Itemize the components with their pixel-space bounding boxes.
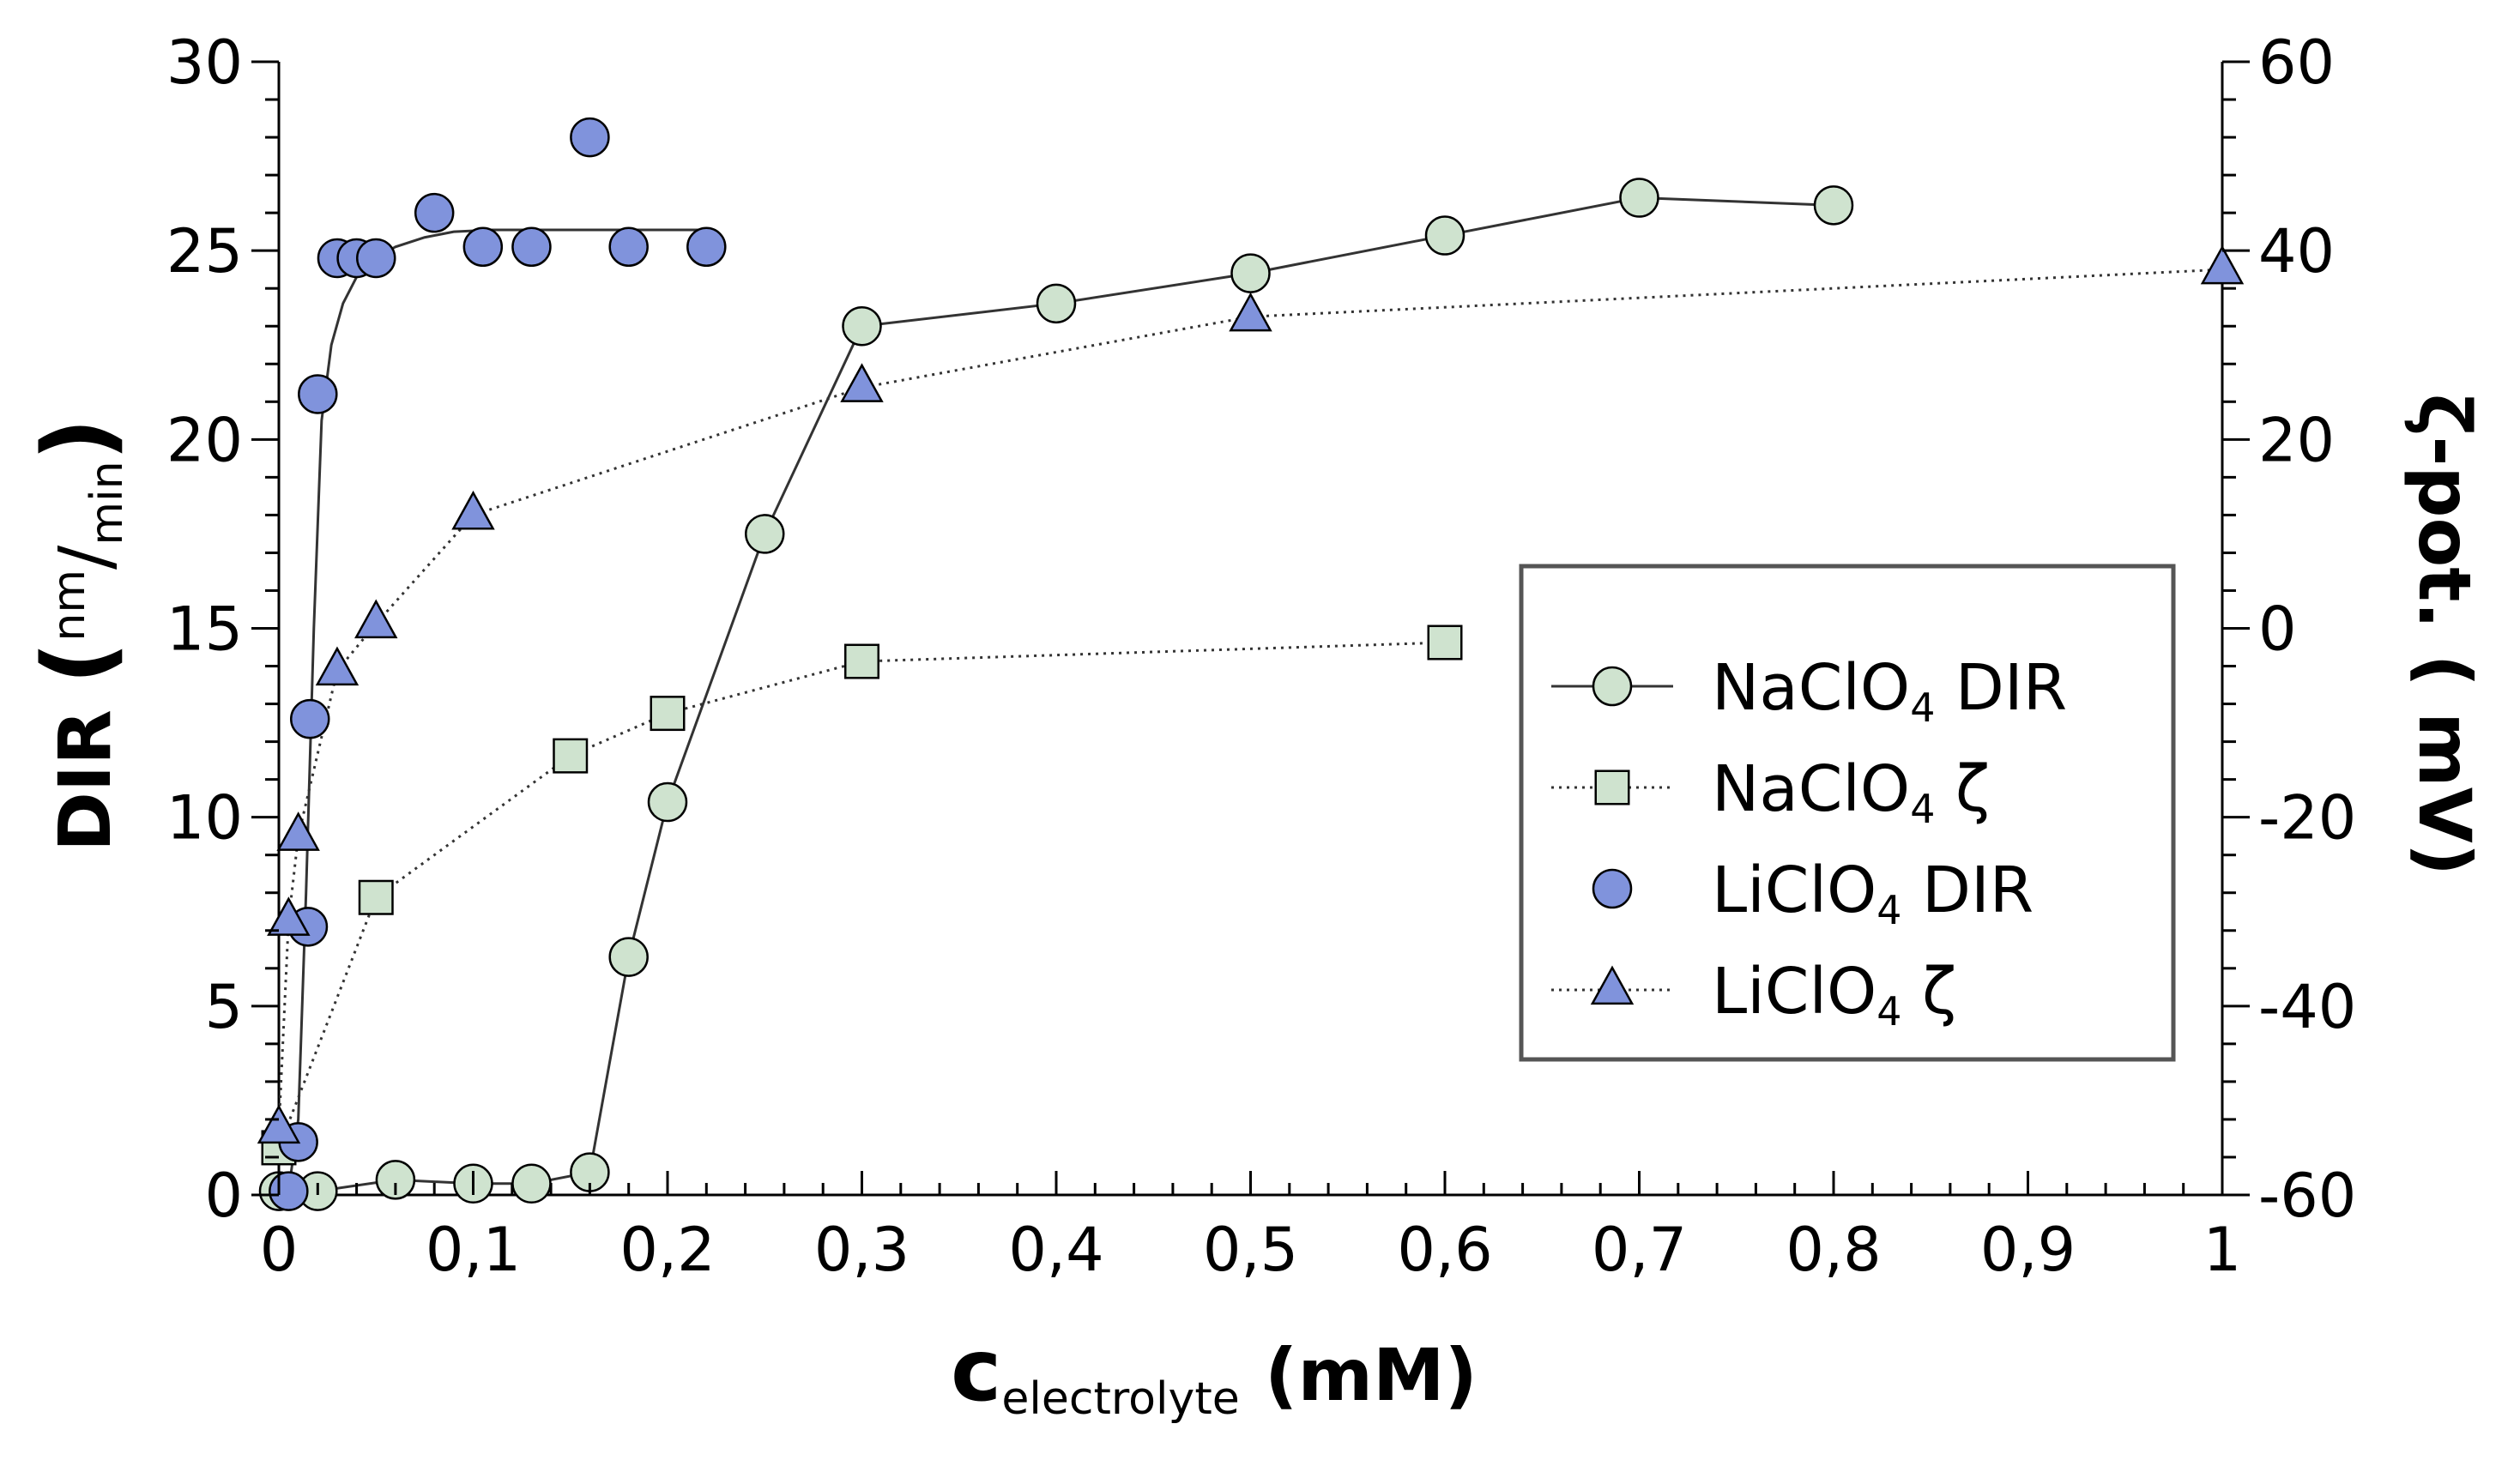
naclo4-dir-point [1230, 253, 1271, 293]
naclo4-dir-point [647, 781, 688, 823]
liclo4-dir-legend-label: LiClO4 DIR [1712, 854, 2034, 933]
naclo4-dir-point [1036, 283, 1077, 324]
liclo4-zeta-point [276, 811, 320, 851]
naclo4-dir-point [1619, 178, 1659, 218]
x-tick-label: 1 [2203, 1215, 2242, 1285]
naclo4-zeta-point [358, 879, 394, 915]
x-tick-label: 0,4 [1008, 1215, 1103, 1285]
liclo4-zeta-legend-marker [1590, 965, 1635, 1005]
liclo4-zeta-point [451, 490, 495, 530]
naclo4-dir-legend-label: NaClO4 DIR [1712, 651, 2067, 731]
liclo4-dir-point [289, 698, 330, 739]
axis-ticks: 0 0,1 0,2 0,3 0,4 0,5 0,6 0,7 0,8 0,9 105101520253… [166, 27, 2356, 1285]
liclo4-zeta-point [315, 646, 360, 686]
naclo4-dir-point [745, 514, 785, 554]
x-tick-label: 0,7 [1592, 1215, 1687, 1285]
y-left-tick-label: 15 [166, 594, 243, 665]
naclo4-dir-point [1813, 185, 1854, 226]
liclo4-dir-legend-marker [1592, 868, 1633, 909]
y-right-axis-title: ζ-pot. ( mV) [2402, 394, 2487, 876]
naclo4-dir-point [842, 305, 882, 347]
liclo4-dir-point [511, 226, 552, 268]
naclo4-dir-point [511, 1163, 552, 1204]
x-tick-label: 0,1 [426, 1215, 521, 1285]
y-right-tick-label: 40 [2258, 216, 2335, 287]
liclo4-dir-point [462, 226, 504, 268]
y-left-tick-label: 10 [166, 783, 243, 854]
liclo4-zeta-point [354, 599, 398, 639]
y-right-tick-label: 20 [2258, 405, 2335, 475]
x-axis-title: celectrolyte (mM) [951, 1320, 1478, 1425]
naclo4-zeta-legend-marker [1594, 769, 1630, 805]
y-right-tick-label: 60 [2258, 27, 2335, 98]
series-markers [257, 117, 2245, 1211]
liclo4-zeta-point [257, 1104, 301, 1144]
naclo4-dir-point [608, 937, 649, 977]
liclo4-dir-point [570, 117, 610, 158]
y-left-tick-label: 20 [166, 405, 243, 475]
liclo4-zeta-point [267, 896, 311, 936]
liclo4-dir-point [686, 226, 727, 268]
liclo4-zeta-point [1229, 292, 1272, 332]
x-tick-label: 0,8 [1786, 1215, 1881, 1285]
y-left-tick-label: 0 [204, 1161, 243, 1231]
y-left-tick-label: 5 [204, 972, 243, 1042]
liclo4-dir-point [298, 374, 338, 414]
liclo4-fit-line [287, 228, 707, 1192]
y-left-tick-label: 30 [166, 27, 243, 98]
naclo4-zeta-point [844, 643, 879, 679]
x-tick-label: 0,3 [814, 1215, 909, 1285]
legend: NaClO4 DIR NaClO4 ζ LiClO4 DIR LiClO4 ζ [1519, 564, 2176, 1062]
y-right-tick-label: -20 [2258, 783, 2356, 854]
liclo4-dir-point [414, 192, 455, 233]
x-tick-label: 0,9 [1980, 1215, 2076, 1285]
liclo4-dir-point [269, 1171, 309, 1211]
liclo4-zeta-legend-label: LiClO4 ζ [1712, 955, 1956, 1035]
naclo4-zeta-legend-label: NaClO4 ζ [1712, 752, 1990, 832]
y-right-tick-label: -60 [2258, 1161, 2356, 1231]
x-tick-label: 0,5 [1203, 1215, 1298, 1285]
liclo4-dir-point [356, 238, 396, 279]
liclo4-zeta-point [2200, 244, 2245, 285]
y-left-axis-title: DIR (nm/min) [22, 418, 133, 852]
naclo4-dir-legend-marker [1592, 666, 1633, 707]
x-tick-label: 0 [260, 1215, 299, 1285]
liclo4-dir-point [608, 226, 649, 268]
x-tick-label: 0,6 [1397, 1215, 1492, 1285]
y-left-tick-label: 25 [166, 216, 243, 287]
y-right-tick-label: 0 [2258, 594, 2297, 665]
liclo4-zeta-point [840, 363, 884, 402]
naclo4-zeta-line [277, 641, 1446, 1149]
naclo4-zeta-point [650, 696, 686, 732]
y-right-tick-label: -40 [2258, 972, 2356, 1042]
naclo4-zeta-point [553, 738, 589, 774]
legend-box [1519, 564, 2176, 1062]
x-tick-label: 0,2 [619, 1215, 715, 1285]
naclo4-zeta-point [1427, 624, 1463, 661]
naclo4-dir-point [1424, 215, 1465, 256]
naclo4-dir-point [375, 1160, 416, 1200]
